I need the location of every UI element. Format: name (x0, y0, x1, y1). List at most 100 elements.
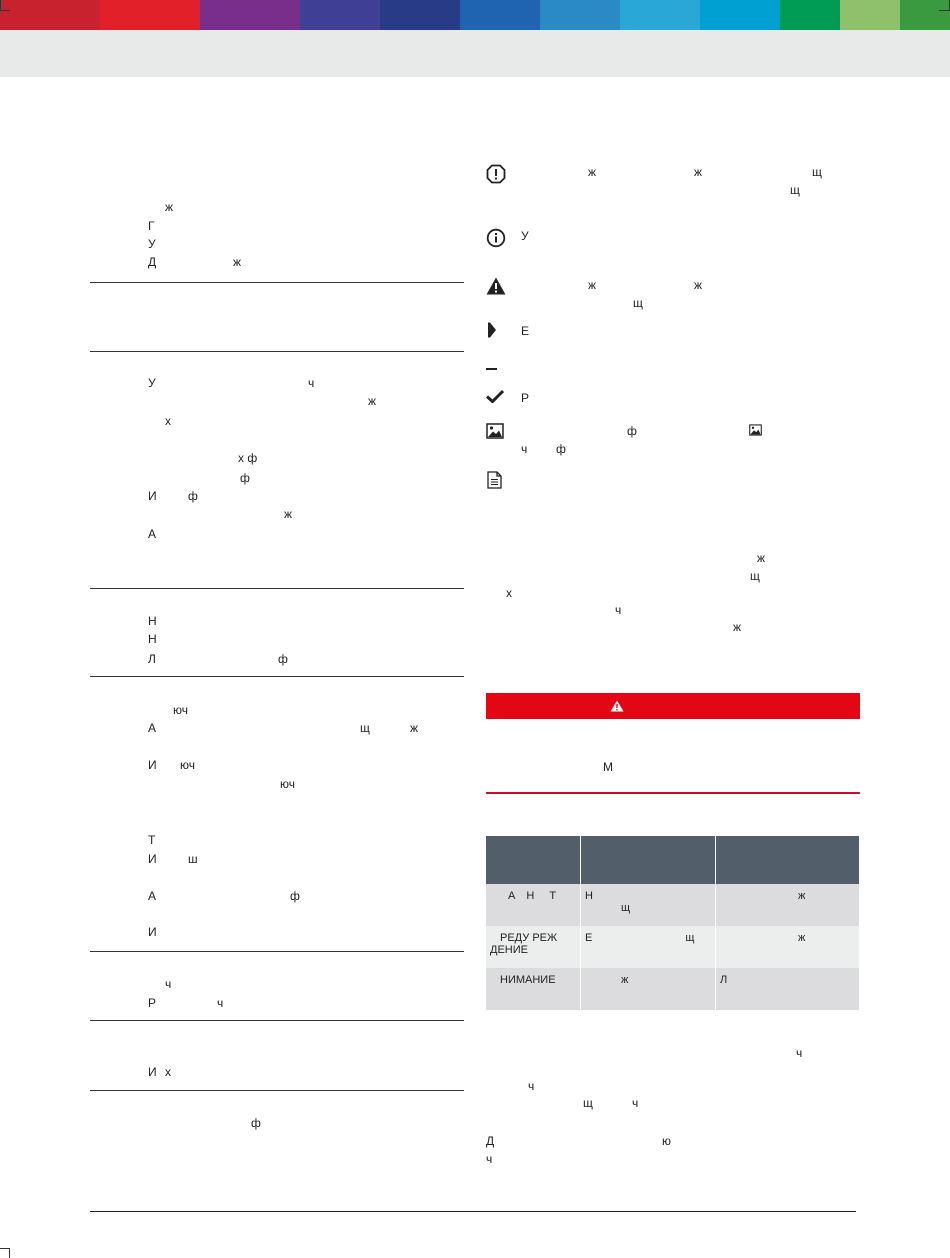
header-stripe (700, 0, 780, 30)
table-cell: А Н Т (486, 884, 581, 926)
section-divider (90, 588, 464, 589)
crop-mark (0, 1248, 10, 1249)
text-fragment: юч (280, 777, 295, 791)
text-fragment: щ (790, 183, 800, 197)
text-fragment: ф (556, 442, 566, 456)
image-icon (749, 424, 762, 436)
header-stripe (380, 0, 460, 30)
text-fragment: И (148, 852, 157, 866)
text-fragment: Л (148, 652, 156, 666)
text-fragment: ч (632, 1096, 639, 1110)
dash-icon (486, 368, 497, 370)
text-fragment: Г (148, 219, 155, 233)
table-row: НИМАНИЕ ж Л (486, 968, 860, 1010)
text-fragment: Н (148, 632, 157, 646)
text-fragment: ф (278, 652, 288, 666)
footer-rule (90, 1211, 856, 1212)
header-stripe (100, 0, 200, 30)
section-divider (90, 1020, 464, 1021)
text-fragment: А (148, 889, 157, 903)
text-fragment: ч (165, 977, 172, 991)
warning-triangle-icon (610, 700, 624, 712)
table-header-cell (486, 836, 581, 884)
play-arrow-icon (488, 322, 496, 338)
section-divider (90, 351, 464, 352)
header-stripe (780, 0, 840, 30)
text-fragment: И (148, 925, 157, 939)
document-icon (487, 471, 502, 489)
text-fragment: ж (410, 721, 419, 735)
warning-banner (486, 693, 860, 719)
text-fragment: Д (486, 1134, 495, 1148)
text-fragment: юч (180, 758, 195, 772)
text-fragment: юч (173, 703, 188, 717)
text-fragment: Р (521, 391, 530, 405)
text-fragment: ж (284, 507, 293, 521)
table-cell: РЕДУ РЕЖ ДЕНИЕ (486, 926, 581, 968)
text-fragment: Т (148, 833, 156, 847)
section-divider (90, 676, 464, 677)
header-stripe (0, 0, 100, 30)
table-header-cell (715, 836, 860, 884)
text-fragment: И (148, 758, 157, 772)
text-fragment: А (148, 527, 157, 541)
text-fragment: У (521, 229, 529, 243)
image-icon (486, 423, 504, 439)
text-fragment: ч (521, 442, 528, 456)
table-cell: Н щ (580, 884, 716, 926)
text-fragment: х (506, 586, 512, 600)
text-fragment: ж (588, 165, 597, 179)
text-fragment: ч (615, 603, 622, 617)
text-fragment: ю (662, 1134, 671, 1148)
text-fragment: Д (148, 255, 157, 269)
info-circle-icon (486, 228, 506, 248)
text-fragment: Р (148, 996, 157, 1010)
table-cell: ж (715, 884, 860, 926)
warning-rule (486, 792, 860, 794)
text-fragment: ж (368, 394, 377, 408)
text-fragment: ж (733, 620, 742, 634)
table-cell: ж (580, 968, 716, 1010)
text-fragment: ж (588, 278, 597, 292)
header-stripe (200, 0, 300, 30)
text-fragment: щ (360, 721, 370, 735)
text-fragment: х ф (238, 451, 258, 465)
text-fragment: х (165, 1065, 171, 1079)
text-fragment: У (148, 376, 156, 390)
header-stripe (540, 0, 620, 30)
table-cell: Е щ (580, 926, 716, 968)
text-fragment: И (148, 1065, 157, 1079)
table-header-row (486, 836, 860, 884)
text-fragment: ф (290, 889, 300, 903)
header-stripe (840, 0, 900, 30)
table-cell: ж (715, 926, 860, 968)
header-band (0, 30, 950, 77)
crop-mark (0, 0, 1, 10)
crop-mark (939, 10, 950, 11)
header-stripe (460, 0, 540, 30)
text-fragment: И (148, 489, 157, 503)
text-fragment: ф (240, 471, 250, 485)
crop-mark (0, 10, 10, 11)
checkmark-icon (486, 389, 504, 403)
table-row: РЕДУ РЕЖ ДЕНИЕ Е щ ж (486, 926, 860, 968)
warning-triangle-icon (486, 277, 506, 295)
table-header-cell (580, 836, 716, 884)
table-cell: Л (715, 968, 860, 1010)
crop-mark (9, 1248, 10, 1258)
header-stripe (900, 0, 950, 30)
text-fragment: ч (486, 1152, 493, 1166)
section-divider (90, 951, 464, 952)
text-fragment: А (148, 721, 157, 735)
text-fragment: ж (165, 200, 174, 214)
text-fragment: ч (217, 996, 224, 1010)
text-fragment: щ (812, 165, 822, 179)
signal-words-table: А Н Т Н щ ж РЕДУ РЕЖ ДЕНИЕ Е щ ж (486, 836, 860, 1010)
text-fragment: щ (633, 296, 643, 310)
text-fragment: ч (528, 1079, 535, 1093)
text-fragment: Н (148, 614, 157, 628)
text-fragment: ж (694, 165, 703, 179)
warning-text: М (603, 760, 613, 774)
table-row: А Н Т Н щ ж (486, 884, 860, 926)
text-fragment: ф (251, 1116, 261, 1130)
